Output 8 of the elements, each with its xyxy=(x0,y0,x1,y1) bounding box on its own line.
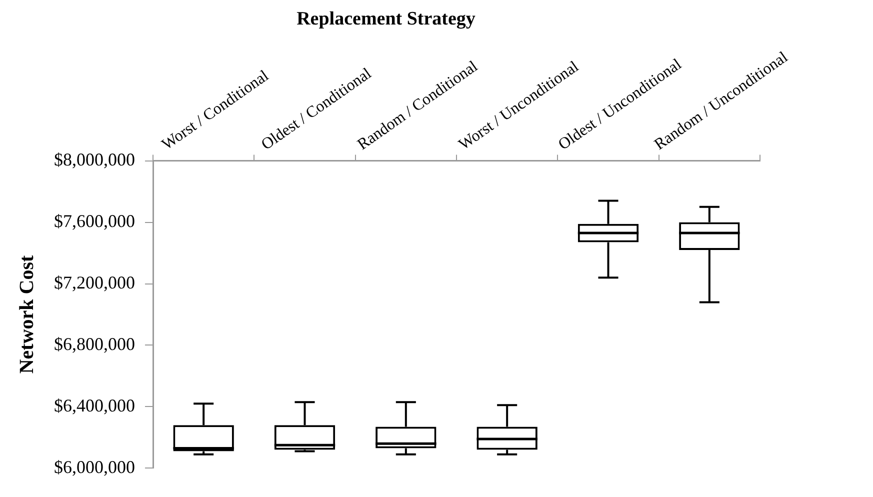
y-tick-label: $7,200,000 xyxy=(54,272,135,292)
y-tick-label: $7,600,000 xyxy=(54,211,135,232)
chart-title: Replacement Strategy xyxy=(296,8,476,30)
y-tick-label: $6,800,000 xyxy=(54,334,135,354)
y-axis-title: Network Cost xyxy=(16,255,38,374)
y-tick-label: $6,400,000 xyxy=(54,395,135,416)
y-tick-label: $8,000,000 xyxy=(54,150,135,170)
y-tick-label: $6,000,000 xyxy=(54,456,135,477)
